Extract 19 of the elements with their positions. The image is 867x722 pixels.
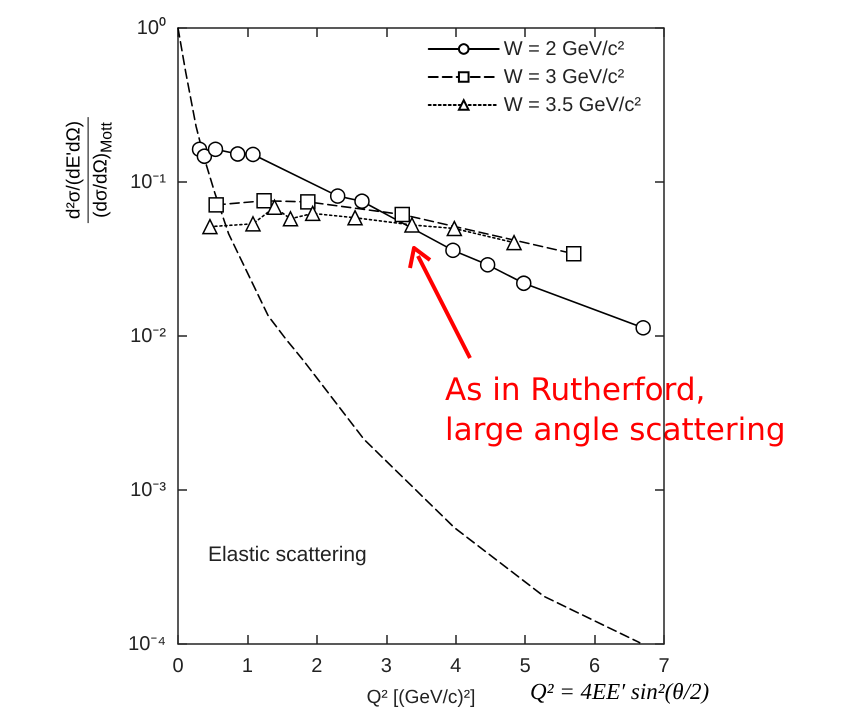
- x-tick-label: 6: [589, 655, 600, 677]
- x-axis-title: Q² [(GeV/c)²]: [366, 687, 476, 708]
- y-tick-label: 10⁰: [136, 16, 166, 39]
- legend-label: W = 3.5 GeV/c²: [504, 94, 642, 116]
- y-tick-label: 10⁻²: [130, 325, 166, 347]
- x-tick-label: 4: [450, 655, 462, 677]
- text: Q² = 4EE′ sin²(θ/2): [530, 679, 710, 704]
- legend-label: W = 2 GeV/c²: [504, 38, 625, 60]
- x-tick-label: 1: [242, 655, 253, 677]
- x-tick-label: 0: [172, 655, 184, 677]
- x-tick-label: 7: [658, 655, 670, 677]
- annotation: Elastic scattering: [208, 543, 367, 566]
- legend-label: W = 3 GeV/c²: [504, 66, 625, 88]
- y-tick-label: 10⁻³: [130, 479, 166, 501]
- y-tick-label: 10⁻⁴: [128, 633, 166, 655]
- x-tick-label: 2: [311, 655, 322, 677]
- y-tick-label: 10⁻¹: [130, 171, 166, 193]
- x-tick-label: 5: [520, 655, 531, 677]
- x-tick-label: 3: [380, 655, 392, 677]
